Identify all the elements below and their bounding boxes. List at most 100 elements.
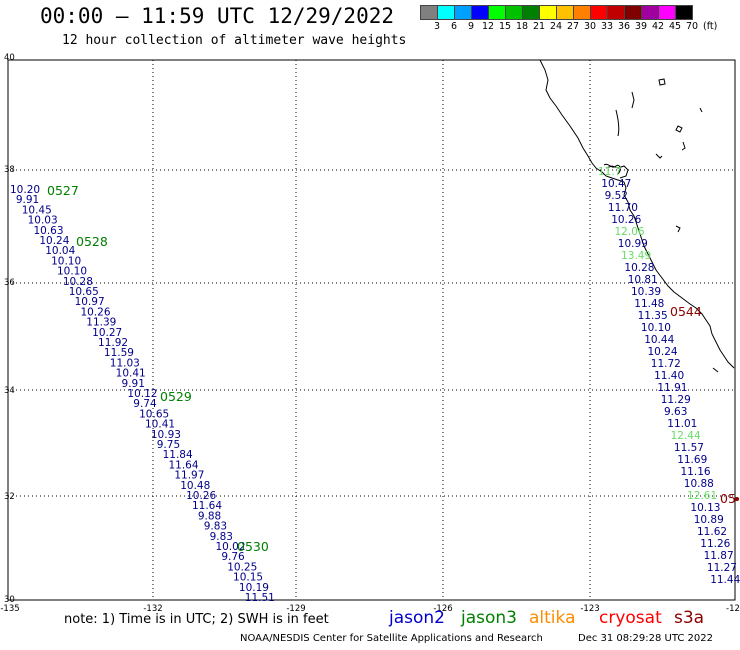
swh-value-west: 10.02	[215, 541, 245, 553]
swh-value-west: 10.93	[151, 429, 181, 441]
swh-value-west: 10.45	[22, 204, 52, 216]
swh-value-east: 10.13	[690, 502, 720, 514]
swh-value-east: 12.06	[615, 226, 645, 238]
colorbar-label: 9	[468, 21, 475, 32]
swh-value-west: 10.25	[227, 561, 257, 573]
legend-s3a: s3a	[674, 608, 705, 628]
swh-value-east: 10.88	[684, 478, 714, 490]
colorbar-label: 6	[451, 21, 458, 32]
footnote: note: 1) Time is in UTC; 2) SWH is in fe…	[64, 612, 329, 627]
swh-value-east: 11.40	[654, 370, 684, 382]
swh-value-east: 11.91	[657, 382, 687, 394]
colorbar-label: 15	[499, 21, 512, 32]
pass-marker	[735, 497, 739, 501]
swh-value-east: 9.63	[664, 406, 687, 418]
axis-labels: -135 -132 -129 -126 -123 -12 40 38 36 34 32 30	[0, 53, 740, 614]
swh-value-east: 11.87	[704, 550, 734, 562]
swh-value-west: 10.27	[92, 327, 122, 339]
swh-value-west: 11.64	[168, 459, 198, 471]
pass-time-label: 0527	[47, 183, 79, 198]
swh-value-west: 10.97	[75, 296, 105, 308]
swh-value-east: 10.26	[611, 214, 641, 226]
swh-value-west: 9.83	[204, 521, 227, 533]
colorbar-label: 18	[516, 21, 529, 32]
lon-tick-label: -132	[143, 604, 162, 614]
swh-value-west: 9.74	[133, 398, 157, 410]
map-frame	[7, 59, 736, 601]
pass-time-label: 0528	[76, 234, 108, 249]
swh-value-west: 9.83	[210, 531, 233, 543]
colorbar-label: 39	[635, 21, 648, 32]
swh-value-west: 9.91	[16, 194, 39, 206]
lon-tick-label: -129	[286, 604, 305, 614]
swh-value-east: 10.44	[644, 334, 674, 346]
swh-value-west: 11.51	[245, 592, 275, 604]
lat-tick-label: 38	[4, 165, 15, 175]
swh-value-west: 10.19	[239, 582, 269, 594]
swh-value-west: 11.84	[163, 449, 193, 461]
lon-tick-label: -12	[726, 604, 740, 614]
colorbar-label: 21	[533, 21, 546, 32]
colorbar-swatch	[675, 5, 693, 20]
swh-value-east: 11.01	[667, 418, 697, 430]
swh-value-east: 9.52	[605, 190, 628, 202]
lon-tick-label: -123	[580, 604, 599, 614]
swh-value-west: 11.64	[192, 500, 222, 512]
colorbar	[420, 5, 693, 20]
colorbar-label: 33	[601, 21, 614, 32]
swh-value-west: 10.65	[69, 286, 99, 298]
colorbar-label: 12	[482, 21, 495, 32]
swh-value-east: 11.44	[710, 574, 740, 586]
colorbar-label: 27	[567, 21, 580, 32]
map-subtitle: 12 hour collection of altimeter wave hei…	[62, 33, 407, 48]
swh-value-west: 10.28	[63, 276, 93, 288]
swh-value-east: 10.10	[641, 322, 671, 334]
swh-value-west: 11.59	[104, 347, 134, 359]
colorbar-label: 70	[686, 21, 699, 32]
swh-value-east: 11.27	[707, 562, 737, 574]
swh-value-west: 9.76	[221, 551, 245, 563]
lat-tick-label: 34	[4, 386, 15, 396]
swh-value-east: 10.99	[618, 238, 648, 250]
swh-value-west: 11.97	[174, 470, 204, 482]
track-east: 11.710.479.5211.7010.2612.0610.9913.4910…	[598, 166, 740, 586]
swh-value-west: 11.92	[98, 337, 128, 349]
swh-value-west: 9.91	[122, 378, 145, 390]
swh-value-west: 10.12	[127, 388, 157, 400]
swh-value-east: 10.28	[624, 262, 654, 274]
footer-timestamp: Dec 31 08:29:28 UTC 2022	[578, 633, 713, 644]
swh-value-east: 11.48	[634, 298, 664, 310]
swh-value-east: 11.70	[608, 202, 638, 214]
swh-value-west: 10.24	[39, 235, 69, 247]
swh-value-west: 10.20	[10, 184, 40, 196]
swh-value-east: 12.61	[687, 490, 717, 502]
swh-value-west: 10.04	[45, 245, 75, 257]
lon-tick-label: -135	[0, 604, 19, 614]
legend-jason3: jason3	[461, 608, 517, 628]
swh-value-west: 10.65	[139, 408, 169, 420]
colorbar-label: 3	[434, 21, 441, 32]
swh-value-east: 11.29	[661, 394, 691, 406]
swh-value-east: 13.49	[621, 250, 651, 262]
swh-value-west: 10.10	[57, 266, 87, 278]
swh-value-west: 9.75	[157, 439, 180, 451]
legend-cryosat: cryosat	[599, 608, 662, 628]
colorbar-label: 24	[550, 21, 563, 32]
swh-value-west: 10.26	[186, 490, 216, 502]
swh-value-east: 10.24	[648, 346, 678, 358]
swh-value-east: 11.62	[697, 526, 727, 538]
pass-time-label: 0530	[237, 539, 269, 554]
colorbar-label: 45	[669, 21, 682, 32]
swh-value-east: 11.7	[598, 166, 621, 178]
colorbar-labels: 3 6 9 12 15 18 21 24 27 30 33 36 39 42 45 70 (ft)	[420, 21, 740, 33]
swh-value-west: 10.41	[145, 419, 175, 431]
pass-time-label: 0544	[670, 304, 702, 319]
swh-value-west: 10.26	[80, 306, 110, 318]
coastline	[539, 59, 735, 373]
footer-agency: NOAA/NESDIS Center for Satellite Applica…	[240, 633, 543, 644]
swh-value-west: 10.41	[116, 368, 146, 380]
swh-value-east: 11.16	[681, 466, 711, 478]
swh-value-east: 10.47	[601, 178, 631, 190]
swh-value-west: 11.39	[86, 317, 116, 329]
